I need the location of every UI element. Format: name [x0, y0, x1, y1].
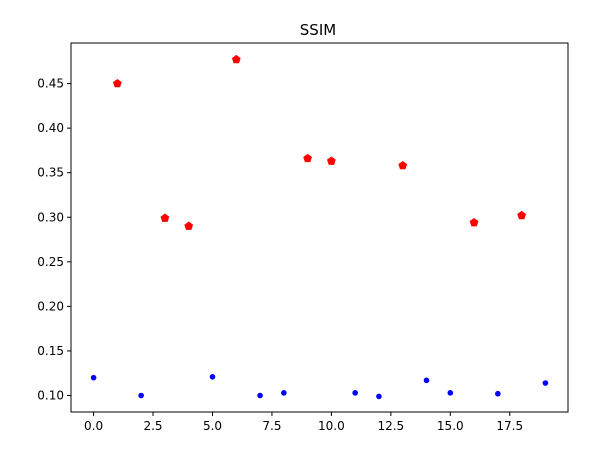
y-tick-label: 0.10: [37, 389, 64, 403]
x-tick-label: 10.0: [318, 419, 345, 433]
red-pentagon-point: [160, 213, 170, 222]
red-pentagon-point: [469, 218, 479, 227]
blue-dot-point: [257, 392, 263, 399]
blue-dot-point: [376, 393, 382, 400]
blue-dot-point: [90, 374, 97, 381]
y-tick-label: 0.30: [37, 210, 64, 224]
x-tick-label: 2.5: [143, 419, 162, 433]
y-tick-label: 0.20: [37, 299, 64, 313]
x-tick-label: 12.5: [377, 419, 404, 433]
y-axis: 0.10 0.15 0.20 0.25 0.30 0.35 0.40 0.45: [37, 77, 71, 403]
blue-dot-point: [423, 377, 430, 384]
blue-dot-point: [352, 390, 358, 396]
red-pentagon-point: [398, 160, 408, 170]
plot-area-frame: [70, 42, 569, 413]
red-pentagon-point: [303, 153, 312, 163]
red-pentagon-point: [517, 210, 526, 220]
chart-title: SSIM: [300, 21, 336, 39]
red-pentagon-point: [184, 221, 194, 230]
blue-dot-point: [138, 392, 144, 399]
y-tick-label: 0.45: [37, 77, 64, 91]
x-axis: 0.0 2.5 5.0 7.5 10.0 12.5 15.0 17.5: [84, 412, 523, 433]
blue-dot-point: [447, 390, 454, 396]
y-tick-label: 0.25: [37, 255, 64, 269]
x-tick-label: 17.5: [496, 419, 523, 433]
blue-dot-point: [542, 380, 549, 386]
x-tick-label: 7.5: [262, 419, 281, 433]
blue-dot-point: [209, 373, 216, 380]
x-tick-label: 0.0: [84, 419, 103, 433]
red-pentagon-point: [231, 54, 241, 64]
blue-dot-point: [495, 390, 501, 397]
y-tick-label: 0.40: [37, 121, 64, 135]
x-tick-label: 5.0: [203, 419, 222, 433]
red-pentagon-point: [113, 78, 122, 88]
red-pentagon-point: [327, 156, 336, 165]
y-tick-label: 0.35: [37, 166, 64, 180]
y-tick-label: 0.15: [37, 344, 64, 358]
blue-dot-point: [281, 390, 287, 396]
plot-marks: [90, 54, 549, 400]
x-tick-label: 15.0: [437, 419, 464, 433]
